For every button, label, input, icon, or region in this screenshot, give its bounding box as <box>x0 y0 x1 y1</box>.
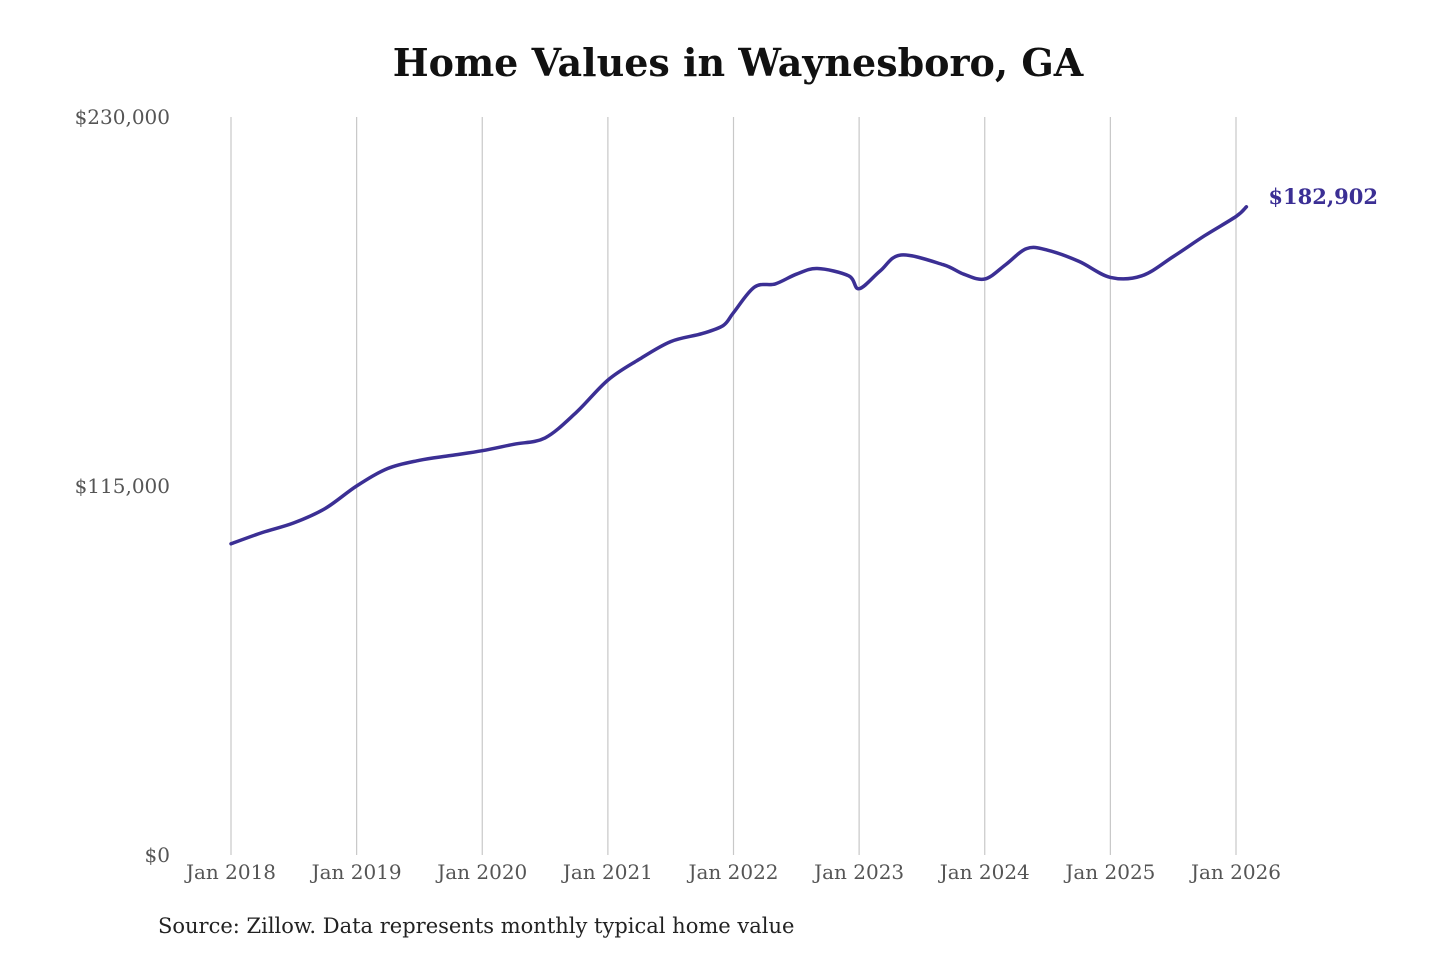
x-tick-label: Jan 2025 <box>1063 860 1155 884</box>
source-note: Source: Zillow. Data represents monthly … <box>158 914 795 938</box>
end-value-label: $182,902 <box>1268 184 1378 209</box>
y-tick-label: $230,000 <box>75 105 170 129</box>
x-tick-label: Jan 2023 <box>812 860 904 884</box>
x-tick-label: Jan 2018 <box>184 860 276 884</box>
x-tick-label: Jan 2020 <box>435 860 527 884</box>
y-tick-label: $115,000 <box>75 474 170 498</box>
x-tick-label: Jan 2021 <box>561 860 653 884</box>
x-tick-label: Jan 2019 <box>310 860 402 884</box>
x-tick-label: Jan 2024 <box>938 860 1030 884</box>
y-tick-label: $0 <box>145 843 170 867</box>
gridlines <box>230 117 1237 855</box>
chart-title: Home Values in Waynesboro, GA <box>392 40 1084 85</box>
x-tick-label: Jan 2022 <box>686 860 778 884</box>
series-line <box>229 205 1249 546</box>
y-axis-ticks: $0 $115,000 $230,000 <box>75 105 170 867</box>
x-tick-label: Jan 2026 <box>1189 860 1281 884</box>
x-axis-ticks: Jan 2018 Jan 2019 Jan 2020 Jan 2021 Jan 2022… <box>184 860 1281 884</box>
series-layer <box>229 205 1249 546</box>
